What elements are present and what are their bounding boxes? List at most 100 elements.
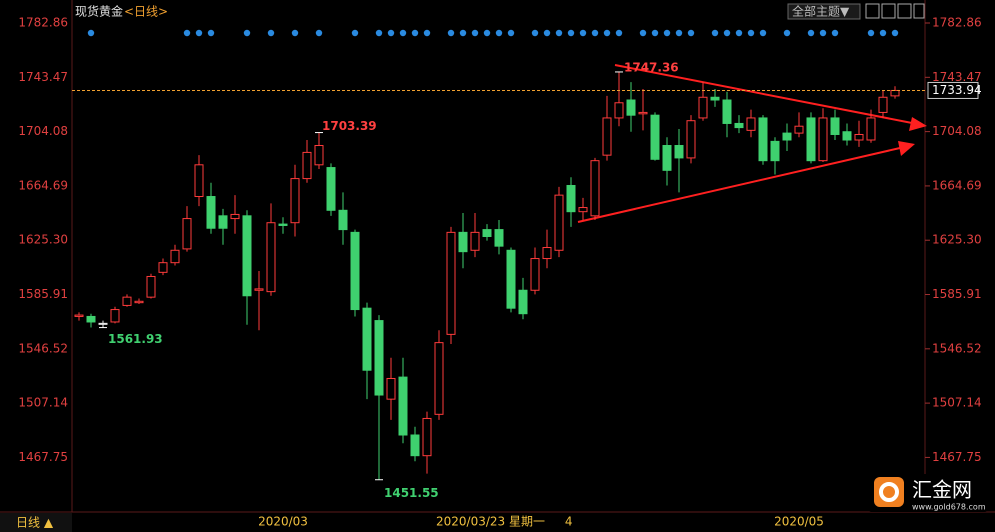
event-marker [867,29,875,37]
candle-body [74,314,84,317]
candle-body [422,417,432,457]
theme-button-box[interactable] [787,3,861,20]
current-price-box [927,81,979,99]
symbol: 现货黄金 [75,4,123,19]
event-marker [555,29,563,37]
event-marker [459,29,467,37]
event-marker [267,29,275,37]
event-marker [243,29,251,37]
candle-body [86,315,96,323]
candle-body [206,196,216,229]
logo-name: 汇金网 [912,478,972,502]
candle-body [494,229,504,247]
candle-body [614,102,624,119]
event-marker [831,29,839,37]
candle-body [182,218,192,250]
event-marker [315,29,323,37]
candle-body [878,96,888,113]
event-marker [483,29,491,37]
event-marker [651,29,659,37]
event-marker [603,29,611,37]
footer-period[interactable]: 日线 ▲ [16,516,54,530]
candle-body [350,231,360,311]
event-marker [543,29,551,37]
candle-body [854,133,864,141]
candle-body [482,229,492,237]
candle-body [218,215,228,229]
extreme-label: 1561.93 [108,332,163,346]
candle-body [434,342,444,415]
event-marker [783,29,791,37]
y-tick-label-right: 1585.91 [932,287,982,301]
candle-body [230,213,240,220]
event-marker [387,29,395,37]
candle-body [590,160,600,217]
event-marker [711,29,719,37]
y-tick-label-right: 1704.08 [932,124,982,138]
candle-body [170,249,180,264]
period[interactable]: <日线> [124,5,168,19]
candle-body [722,99,732,124]
candle-body [242,215,252,297]
footer-box[interactable] [0,513,72,532]
current-price-label: 1733.94 [932,83,982,97]
candle-body [734,122,744,129]
event-marker [591,29,599,37]
y-tick-label-right: 1743.47 [932,70,982,84]
candle-body [566,184,576,213]
candle-body [530,258,540,291]
event-marker [819,29,827,37]
candle-body [758,117,768,162]
event-marker [507,29,515,37]
candle-body [266,222,276,293]
candle-body [290,178,300,224]
candle-body [890,89,900,97]
candle-body [254,288,264,291]
event-marker [675,29,683,37]
y-tick-label-left: 1546.52 [18,341,68,355]
event-marker [735,29,743,37]
event-marker [615,29,623,37]
trend-lines [577,64,927,223]
event-marker [423,29,431,37]
event-marker [87,29,95,37]
event-marker [495,29,503,37]
candle-body [134,300,144,304]
event-marker [375,29,383,37]
candle-body [674,145,684,159]
event-marker [471,29,479,37]
event-marker [399,29,407,37]
candle-body [518,289,528,315]
y-tick-label-left: 1507.14 [18,396,68,410]
candle-body [542,247,552,260]
candle-body [122,296,132,306]
candle-body [314,145,324,166]
logo-url: www.gold678.com [912,503,986,512]
y-tick-label-left: 1585.91 [18,287,68,301]
y-tick-label-right: 1782.86 [932,16,982,30]
candle-body [458,231,468,253]
candle-body [698,96,708,119]
event-marker [723,29,731,37]
candle-body [794,125,804,134]
x-tick-label: 2020/05 [774,515,824,529]
candle-body [374,320,384,396]
event-marker [579,29,587,37]
toolbar-icons[interactable] [865,3,925,19]
event-marker [183,29,191,37]
candle-body [326,167,336,211]
event-marker [567,29,575,37]
theme-button[interactable]: 全部主题▼ [792,4,850,19]
candle-body [386,377,396,400]
candle-body [686,120,696,159]
event-marker [447,29,455,37]
event-marker [891,29,899,37]
event-marker [411,29,419,37]
candle-body [818,117,828,162]
y-tick-label-right: 1507.14 [932,396,982,410]
y-tick-label-left: 1467.75 [18,450,68,464]
event-marker [195,29,203,37]
crosshair-box [432,514,564,531]
